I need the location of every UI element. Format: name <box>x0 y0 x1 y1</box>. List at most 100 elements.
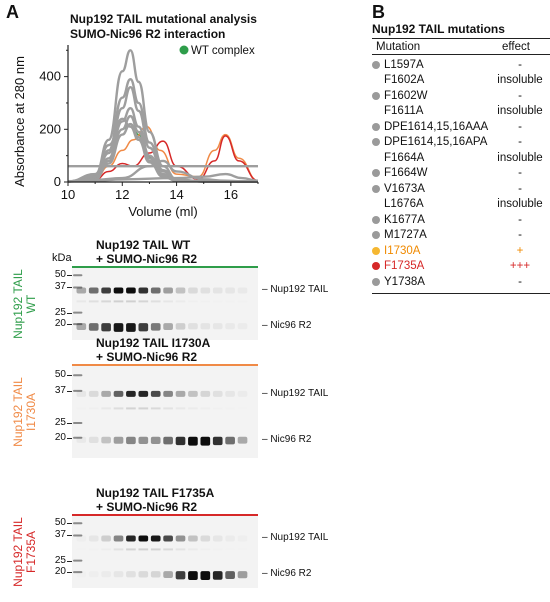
band-faint <box>200 300 210 302</box>
band-nic96-r2 <box>76 436 87 443</box>
gel-side-label-line2: F1735A <box>24 530 38 574</box>
marker-band <box>73 559 83 562</box>
mutation-name: F1735A <box>384 260 425 273</box>
band-nup192-tail <box>200 287 211 294</box>
band-faint <box>138 548 149 551</box>
band-nup192-tail <box>225 535 235 541</box>
band-nic96-r2 <box>150 323 161 331</box>
marker-band <box>73 389 83 392</box>
band-faint <box>113 407 124 410</box>
column-header-mutation: Mutation <box>376 40 421 53</box>
band-nup192-tail <box>126 287 136 294</box>
mutation-row: DPE1614,15,16AAA - <box>372 119 550 135</box>
mutation-name: V1673A <box>384 182 425 195</box>
empty-dot-placeholder <box>372 200 380 208</box>
band-nup192-tail <box>163 535 173 542</box>
gel-image <box>72 366 258 458</box>
gel-title-line2: + SUMO-Nic96 R2 <box>96 350 198 364</box>
empty-dot-placeholder <box>372 76 380 84</box>
chart-title-line2: SUMO-Nic96 R2 interaction <box>70 27 226 41</box>
band-nic96-r2 <box>175 571 186 580</box>
marker-band <box>73 323 83 326</box>
band-label-nic96-r2: – Nic96 R2 <box>262 320 312 332</box>
band-nic96-r2 <box>76 571 86 577</box>
marker-tick <box>67 275 72 277</box>
status-dot-icon <box>372 262 380 271</box>
legend-label: WT complex <box>191 45 255 57</box>
mutation-name: F1602A <box>384 74 425 87</box>
band-faint <box>138 407 149 410</box>
mutation-row: F1611A insoluble <box>372 104 550 120</box>
mutation-row: I1730A + <box>372 243 550 259</box>
band-faint <box>225 548 235 550</box>
status-dot-icon <box>372 246 380 255</box>
band-faint <box>138 300 149 303</box>
status-dot-icon <box>372 91 380 100</box>
mutation-row: F1602W - <box>372 88 550 104</box>
marker-tick <box>67 287 72 289</box>
marker-tick <box>67 560 72 562</box>
gel-image <box>72 268 258 340</box>
status-dot-icon <box>372 60 380 69</box>
y-tick-label: 0 <box>54 174 61 189</box>
band-faint <box>175 407 186 410</box>
empty-dot-placeholder <box>372 154 380 162</box>
band-nic96-r2 <box>200 323 211 330</box>
band-nic96-r2 <box>113 323 124 332</box>
chromatogram-chart: 0 200 400 10 12 14 16 Volume (ml) Absorbance at … <box>12 45 259 219</box>
gel-color-line <box>72 266 258 268</box>
mutation-effect: - <box>518 275 522 288</box>
mutation-name: I1730A <box>384 244 421 257</box>
band-nup192-tail <box>150 287 161 294</box>
band-nup192-tail <box>76 535 86 541</box>
band-nic96-r2 <box>200 436 211 446</box>
band-nic96-r2 <box>89 571 99 577</box>
status-dot-icon <box>372 138 380 147</box>
band-nup192-tail <box>225 390 235 397</box>
band-nup192-tail <box>101 390 111 397</box>
band-nic96-r2 <box>225 571 235 579</box>
band-nic96-r2 <box>113 436 124 444</box>
marker-tick <box>67 572 72 574</box>
status-dot-icon <box>372 215 380 224</box>
band-faint <box>150 548 161 551</box>
marker-tick <box>67 312 72 314</box>
gel-side-label: Nup192 TAIL I1730A <box>11 362 40 462</box>
band-nup192-tail <box>175 287 186 294</box>
y-tick-label: 200 <box>39 121 61 136</box>
band-faint <box>238 300 248 302</box>
band-nic96-r2 <box>238 323 248 329</box>
band-faint <box>126 407 136 410</box>
gel-title-line1: Nup192 TAIL I1730A <box>96 336 211 350</box>
band-nic96-r2 <box>126 436 136 445</box>
band-nup192-tail <box>238 535 248 541</box>
band-faint <box>213 407 223 409</box>
band-nup192-tail <box>175 390 186 397</box>
band-nic96-r2 <box>76 323 87 331</box>
band-nic96-r2 <box>101 436 111 444</box>
band-nic96-r2 <box>237 571 248 579</box>
band-nup192-tail <box>188 535 198 542</box>
mutation-name: L1676A <box>384 198 424 211</box>
band-nic96-r2 <box>138 436 149 444</box>
band-faint <box>126 548 136 551</box>
band-nup192-tail <box>138 535 149 542</box>
band-nic96-r2 <box>138 571 149 578</box>
marker-label-37: 37 <box>54 384 66 396</box>
mutation-effect: - <box>518 213 522 226</box>
band-faint <box>238 407 248 409</box>
gel-color-line <box>72 364 258 366</box>
band-faint <box>163 548 173 551</box>
series-line-2 <box>67 135 259 183</box>
marker-tick <box>67 523 72 525</box>
mutation-rows: L1597A - F1602A insoluble F1602W - F1611A insol… <box>372 55 550 290</box>
mutation-name: K1677A <box>384 213 425 226</box>
gel-image <box>72 516 258 588</box>
band-faint <box>76 300 87 303</box>
status-dot-icon <box>372 277 380 286</box>
marker-label-25: 25 <box>54 417 66 429</box>
band-faint <box>188 300 198 302</box>
band-nup192-tail <box>126 535 136 542</box>
marker-label-20: 20 <box>54 318 66 330</box>
band-faint <box>76 407 86 409</box>
